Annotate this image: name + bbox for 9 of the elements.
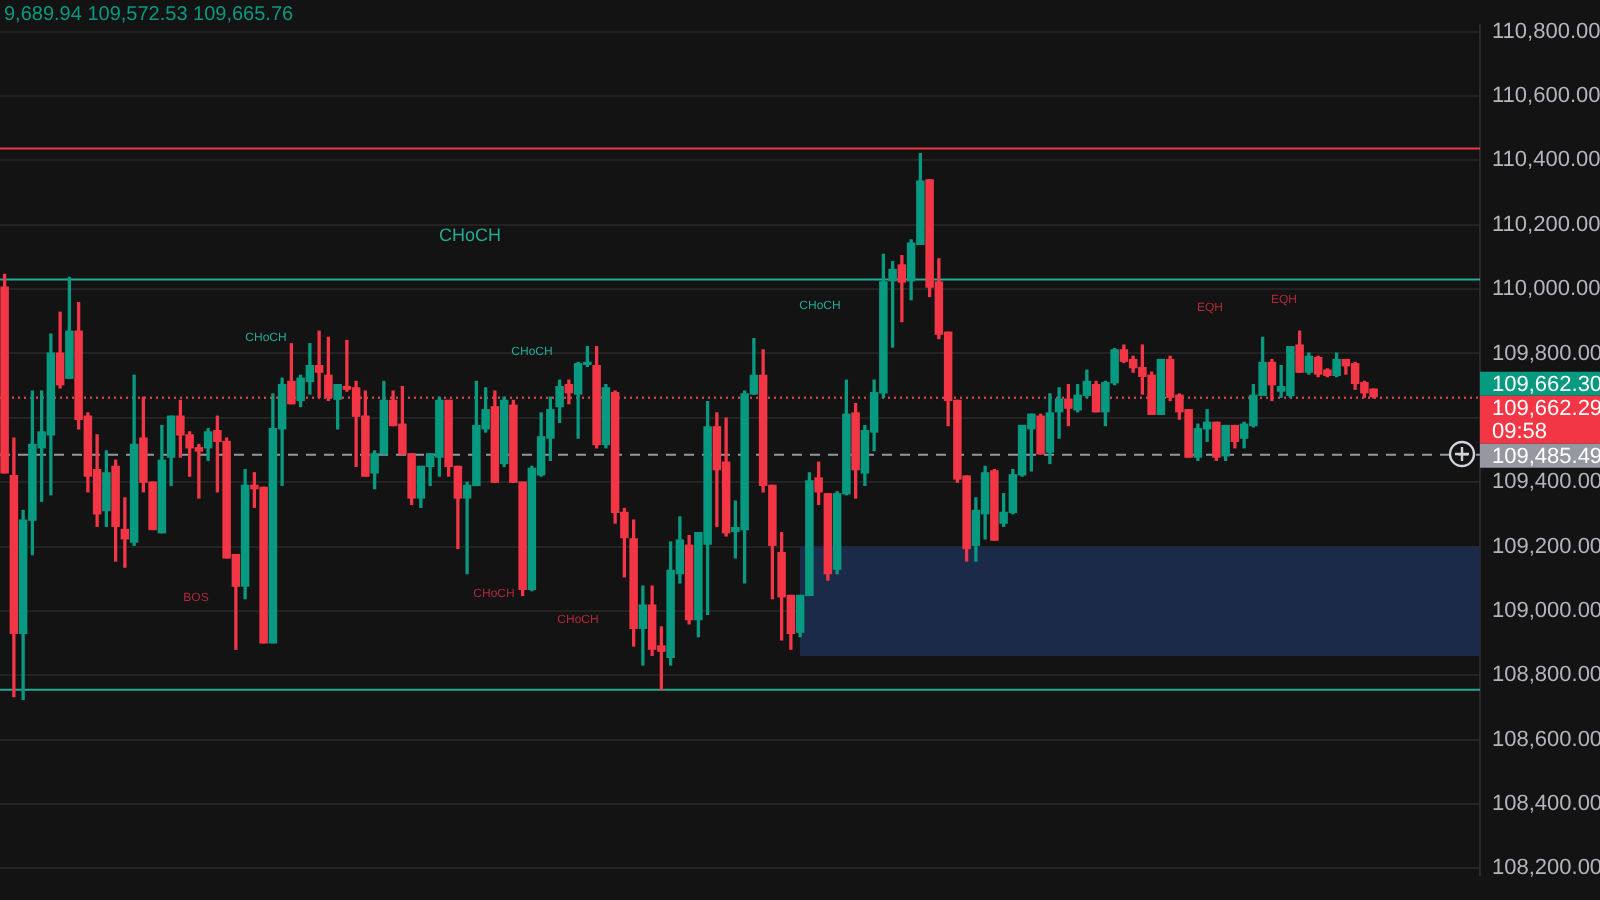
text: 09:58 xyxy=(1492,419,1548,444)
y-tick-label: 110,000.00 xyxy=(1492,277,1600,302)
y-tick-label: 110,800.00 xyxy=(1492,19,1600,44)
y-tick-label: 110,200.00 xyxy=(1492,212,1600,237)
annotation: 9,689.94 109,572.53 109,665.76 xyxy=(4,3,295,26)
annotation: CHoCH xyxy=(438,224,502,245)
candlestick xyxy=(1156,358,1166,415)
y-tick-label: 110,600.00 xyxy=(1492,84,1600,109)
y-tick-label: 110,400.00 xyxy=(1492,148,1600,173)
